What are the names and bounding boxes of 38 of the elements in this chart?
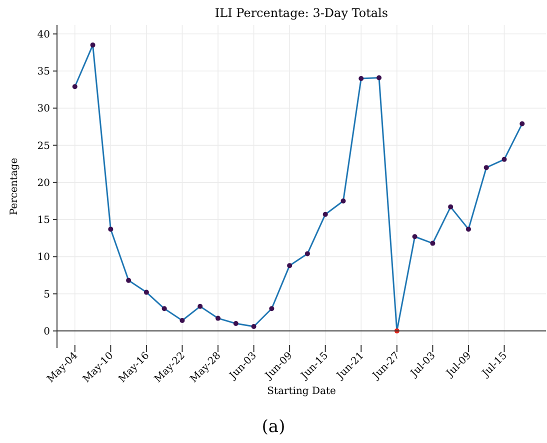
y-tick-label: 30	[37, 104, 50, 115]
point	[198, 304, 203, 309]
point	[322, 212, 328, 217]
point	[251, 324, 256, 329]
point	[287, 263, 292, 268]
point	[376, 75, 382, 80]
chart-title: ILI Percentage: 3-Day Totals	[214, 6, 388, 20]
point	[502, 156, 507, 162]
point	[108, 226, 114, 232]
y-tick-label: 5	[44, 289, 50, 300]
point	[144, 290, 149, 295]
point	[340, 198, 346, 204]
x-axis-title: Starting Date	[267, 386, 336, 397]
point	[466, 226, 471, 232]
point	[72, 84, 78, 90]
y-tick-label: 25	[37, 140, 50, 152]
point	[358, 76, 364, 81]
y-tick-label: 15	[37, 215, 50, 226]
point	[233, 320, 238, 326]
point	[216, 316, 221, 321]
point	[304, 251, 310, 256]
y-tick-label: 40	[37, 29, 50, 40]
y-tick-label: 0	[44, 326, 50, 338]
point	[180, 318, 185, 324]
y-axis-title: Percentage	[9, 158, 20, 216]
point	[484, 165, 489, 170]
text: (a)	[262, 417, 286, 437]
point	[430, 240, 436, 246]
y-tick-label: 10	[37, 252, 50, 264]
point	[269, 306, 274, 312]
point	[520, 121, 525, 126]
point	[162, 306, 167, 312]
point	[126, 278, 132, 283]
y-tick-label: 35	[37, 66, 50, 78]
y-tick-label: 20	[37, 178, 50, 189]
point	[90, 42, 96, 48]
point	[412, 234, 418, 240]
point	[448, 204, 454, 210]
